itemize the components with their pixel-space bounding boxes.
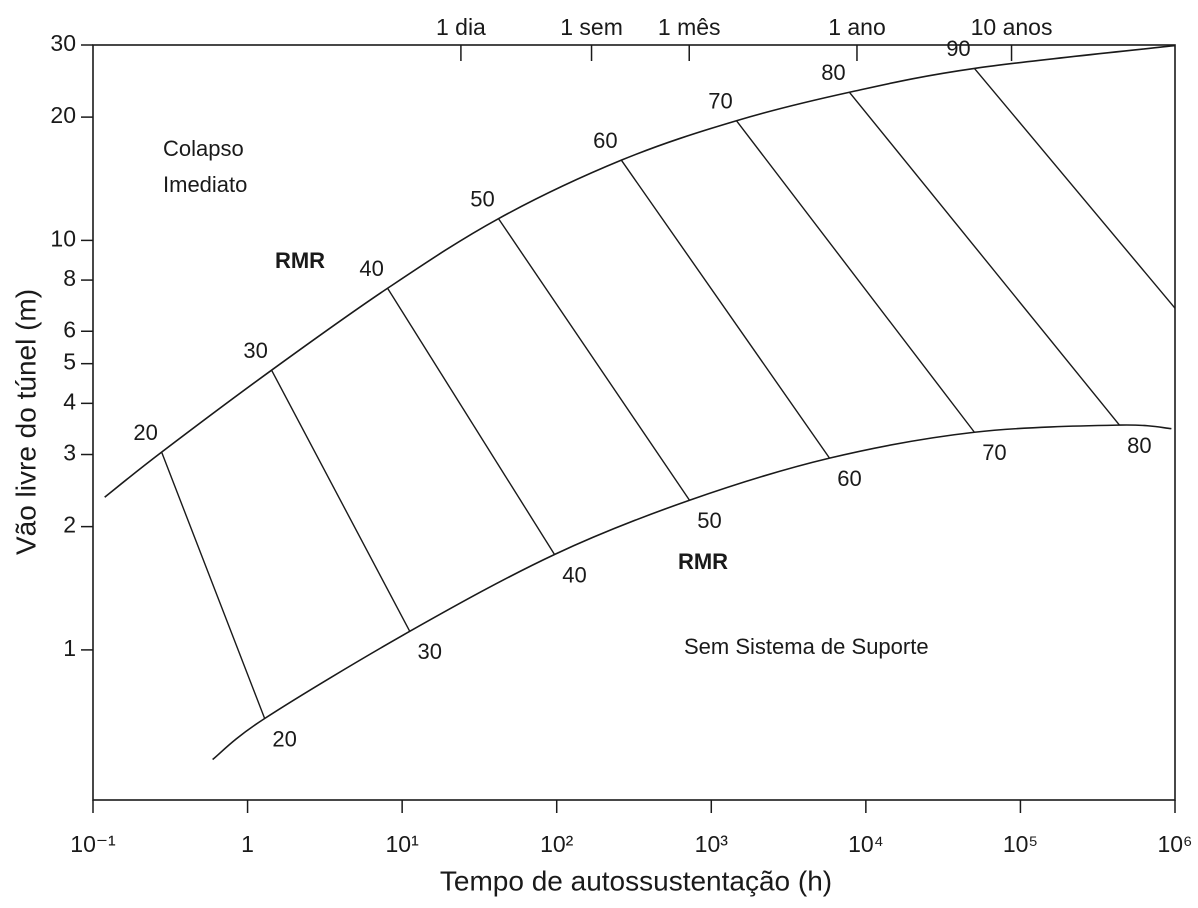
rmr-label: 30	[243, 338, 267, 363]
rmr-line	[735, 120, 975, 433]
y-tick-label: 30	[50, 30, 76, 56]
y-tick-label: 20	[50, 102, 76, 128]
rmr-label: 30	[418, 639, 442, 664]
plot-frame	[92, 44, 1176, 801]
boundary-curve	[104, 44, 1176, 498]
x-tick-label: 10⁻¹	[70, 831, 116, 857]
top-tick-label: 10 anos	[971, 14, 1053, 40]
rmr-line	[270, 369, 411, 632]
rmr-label: 40	[359, 256, 383, 281]
boundary-curve	[212, 424, 1172, 761]
x-tick-label: 10⁶	[1157, 831, 1192, 857]
y-tick-label: 4	[63, 388, 76, 414]
top-tick-label: 1 mês	[658, 14, 721, 40]
top-tick-label: 1 sem	[560, 14, 623, 40]
y-tick-label: 1	[63, 635, 76, 661]
rmr-label: 60	[593, 128, 617, 153]
x-tick-label: 10¹	[386, 831, 420, 857]
y-tick-label: 5	[63, 349, 76, 375]
rmr-curve-label: RMR	[678, 549, 728, 574]
top-tick-label: 1 dia	[436, 14, 486, 40]
rmr-line	[497, 218, 691, 501]
x-tick-label: 10³	[695, 831, 729, 857]
rmr-label: 50	[697, 508, 721, 533]
y-tick-label: 2	[63, 512, 76, 538]
x-tick-label: 10²	[540, 831, 574, 857]
rmr-line	[386, 287, 556, 555]
rmr-label: 70	[982, 440, 1006, 465]
x-tick-label: 10⁵	[1003, 831, 1038, 857]
rmr-line	[848, 91, 1120, 426]
rmr-line	[160, 451, 266, 719]
x-tick-label: 10⁴	[848, 831, 883, 857]
rmr-label: 60	[837, 466, 861, 491]
rmr-line	[973, 67, 1176, 309]
top-tick-label: 1 ano	[828, 14, 886, 40]
rmr-label: 40	[562, 562, 586, 587]
rmr-label: 90	[946, 36, 970, 61]
rmr-label: 50	[470, 186, 494, 211]
y-tick-label: 6	[63, 316, 76, 342]
y-tick-label: 8	[63, 265, 76, 291]
annotation: Sem Sistema de Suporte	[684, 634, 929, 659]
y-tick-label: 3	[63, 440, 76, 466]
x-tick-label: 1	[241, 831, 254, 857]
y-tick-label: 10	[50, 225, 76, 251]
rmr-label: 80	[821, 60, 845, 85]
rmr-label: 20	[272, 726, 296, 751]
y-axis-title: Vão livre do túnel (m)	[10, 289, 41, 555]
rmr-line	[620, 159, 831, 459]
annotation: Colapso	[163, 136, 244, 161]
annotation: Imediato	[163, 172, 247, 197]
x-axis-title: Tempo de autossustentação (h)	[440, 865, 832, 896]
rmr-label: 70	[708, 89, 732, 114]
rmr-label: 80	[1127, 433, 1151, 458]
rmr-curve-label: RMR	[275, 248, 325, 273]
rmr-label: 20	[133, 420, 157, 445]
